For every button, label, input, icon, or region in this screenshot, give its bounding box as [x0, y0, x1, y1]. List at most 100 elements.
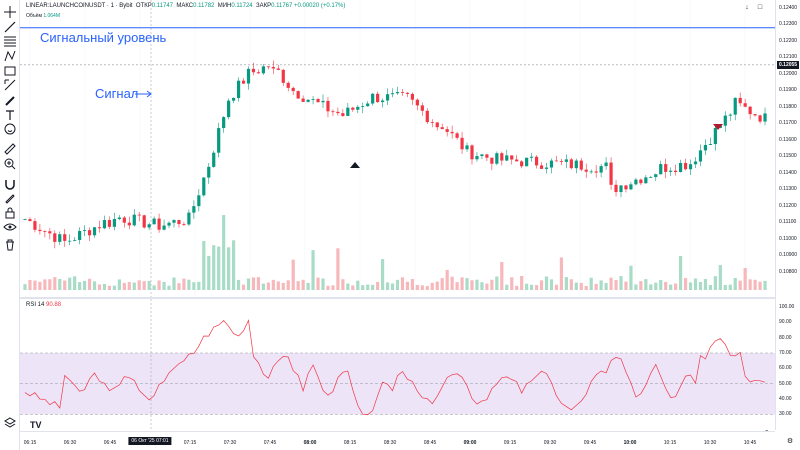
- signal-level-label[interactable]: Сигнальный уровень: [40, 30, 167, 45]
- trend-line-icon[interactable]: [3, 20, 17, 34]
- price-tick-label: 0.11600: [779, 136, 797, 143]
- volume-bar: [445, 269, 449, 290]
- pattern-icon[interactable]: [3, 49, 17, 63]
- volume-bar: [584, 285, 588, 290]
- candle-body: [102, 220, 107, 229]
- volume-bar: [475, 279, 479, 290]
- price-axis[interactable]: 0.12400 0.12300 0.12200 0.12100 0.12000 0.119…: [775, 0, 800, 430]
- volume-bar: [306, 282, 310, 290]
- volume-bar: [415, 284, 419, 290]
- candle-body: [405, 92, 410, 94]
- candle-body: [445, 129, 449, 132]
- maximize-icon[interactable]: □: [757, 4, 763, 11]
- candle-body: [530, 156, 534, 158]
- pane-divider[interactable]: [20, 297, 775, 299]
- volume-bar: [23, 284, 27, 290]
- emoji-icon[interactable]: [3, 122, 17, 136]
- volume-bar: [316, 277, 320, 290]
- volume-bar: [490, 279, 494, 290]
- volume-bar: [713, 276, 717, 290]
- candle-body: [271, 66, 275, 69]
- magnet-icon[interactable]: [3, 177, 17, 191]
- candle-body: [649, 177, 653, 178]
- signal-label[interactable]: Сигнал: [95, 86, 139, 101]
- volume-bar: [594, 283, 598, 290]
- brush-icon[interactable]: [3, 94, 17, 108]
- volume-bar: [102, 283, 107, 290]
- price-chart[interactable]: [20, 0, 775, 297]
- pencil-lock-icon[interactable]: [3, 191, 17, 205]
- candle-body: [87, 230, 92, 236]
- candle-body: [346, 107, 350, 116]
- open-value: 0.11747: [151, 3, 174, 9]
- chevron-down-icon[interactable]: ↓: [745, 4, 749, 11]
- measure-icon[interactable]: [3, 78, 17, 92]
- fib-icon[interactable]: [3, 34, 17, 48]
- candle-body: [256, 72, 261, 74]
- rsi-tick-label: 30.00: [779, 411, 792, 418]
- current-price-tag: 0.12055: [777, 60, 800, 69]
- candle-body: [366, 103, 370, 107]
- candle-body: [63, 234, 67, 241]
- candle-body: [266, 66, 270, 68]
- settings-gear-icon[interactable]: ⚙: [786, 438, 794, 445]
- candle-body: [43, 231, 47, 232]
- candle-body: [33, 221, 37, 230]
- volume-bar: [430, 282, 434, 290]
- candle-body: [589, 171, 593, 173]
- volume-bar: [515, 285, 519, 290]
- time-axis[interactable]: 06:15 06:30 06:45 07:15 07:30 07:45 08:00 08:15…: [20, 431, 775, 450]
- volume-bar: [669, 284, 673, 290]
- volume-bar: [78, 282, 82, 290]
- text-icon[interactable]: [3, 108, 17, 122]
- candle-body: [246, 68, 251, 84]
- candle-body: [723, 115, 727, 126]
- candle-body: [341, 113, 345, 116]
- volume-bar: [599, 280, 603, 290]
- volume-bar: [549, 279, 554, 290]
- candle-body: [197, 195, 201, 207]
- layers-icon[interactable]: [3, 416, 17, 430]
- volume-bar: [321, 278, 325, 290]
- time-tick-label: 08:00: [303, 440, 317, 446]
- volume-bar: [227, 247, 231, 290]
- candle-body: [683, 162, 688, 170]
- candle-body: [758, 115, 762, 122]
- candle-body: [326, 100, 330, 112]
- volume-bar: [683, 278, 688, 290]
- volume-bar: [589, 277, 593, 290]
- candle-body: [569, 159, 573, 169]
- volume-bar: [530, 284, 534, 290]
- volume-bar: [197, 281, 201, 290]
- tradingview-logo[interactable]: TV: [30, 420, 42, 430]
- volume-bar: [569, 279, 573, 290]
- volume-bar: [614, 280, 618, 290]
- price-tick-label: 0.11900: [779, 87, 797, 94]
- zoom-icon[interactable]: [3, 157, 17, 171]
- candle-body: [544, 167, 549, 169]
- volume-bar: [495, 276, 499, 290]
- trash-icon[interactable]: [3, 238, 17, 252]
- rsi-legend: RSI 14 90.88: [26, 302, 61, 308]
- candle-body: [222, 117, 226, 129]
- ruler-icon[interactable]: [3, 142, 17, 156]
- lock-icon[interactable]: [3, 206, 17, 220]
- volume-bar: [147, 280, 151, 290]
- volume-bar: [534, 285, 539, 290]
- candle-body: [83, 230, 87, 231]
- volume-bar: [346, 283, 350, 290]
- candle-body: [385, 94, 390, 101]
- volume-bar: [92, 281, 97, 290]
- eye-icon[interactable]: [3, 220, 17, 234]
- time-tick-label: 08:45: [423, 440, 437, 446]
- time-tick-label: 06:45: [103, 440, 117, 446]
- crosshair-icon[interactable]: [3, 5, 17, 19]
- volume-bar: [241, 284, 246, 290]
- price-tick-label: 0.11100: [779, 219, 797, 226]
- candle-body: [321, 100, 325, 103]
- projection-icon[interactable]: [3, 64, 17, 78]
- candle-body: [261, 66, 265, 74]
- volume-bar: [152, 285, 156, 290]
- rsi-pane[interactable]: [20, 299, 775, 431]
- candle-body: [584, 169, 588, 172]
